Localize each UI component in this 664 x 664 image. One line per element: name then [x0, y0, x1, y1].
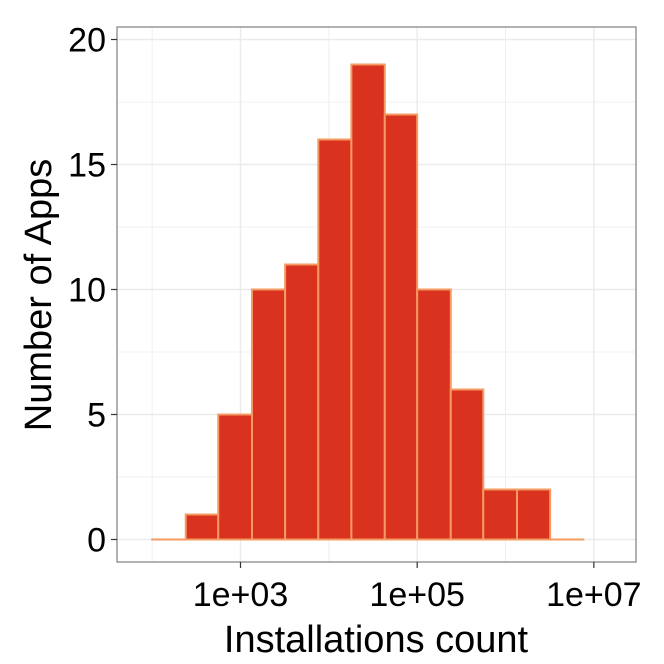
y-tick-label: 15	[68, 147, 106, 185]
y-tick-label: 0	[87, 522, 106, 560]
y-tick-label: 20	[68, 22, 106, 60]
histogram-bar	[416, 288, 452, 541]
histogram-bar	[217, 413, 254, 541]
x-tick-label: 1e+07	[546, 576, 642, 614]
x-tick-label: 1e+03	[193, 576, 289, 614]
histogram-bar	[449, 388, 485, 541]
histogram-bar	[383, 113, 419, 541]
histogram-bar	[516, 488, 552, 541]
histogram-bar	[350, 63, 386, 541]
histogram-bars	[151, 63, 585, 541]
x-axis-title: Installations count	[224, 619, 529, 661]
histogram-bar	[284, 263, 320, 541]
y-axis-title: Number of Apps	[18, 159, 60, 431]
histogram-bar	[482, 488, 519, 541]
x-tick-label: 1e+05	[369, 576, 465, 614]
histogram-bar	[251, 288, 287, 541]
axis-ticks: 0 5 10 15 20 1e+03 1e+05 1e+07	[68, 22, 641, 615]
histogram-bar	[317, 138, 353, 541]
y-tick-label: 10	[68, 272, 106, 310]
plot-panel-border	[116, 26, 637, 563]
histogram-bar	[184, 513, 220, 541]
y-tick-label: 5	[87, 397, 106, 435]
